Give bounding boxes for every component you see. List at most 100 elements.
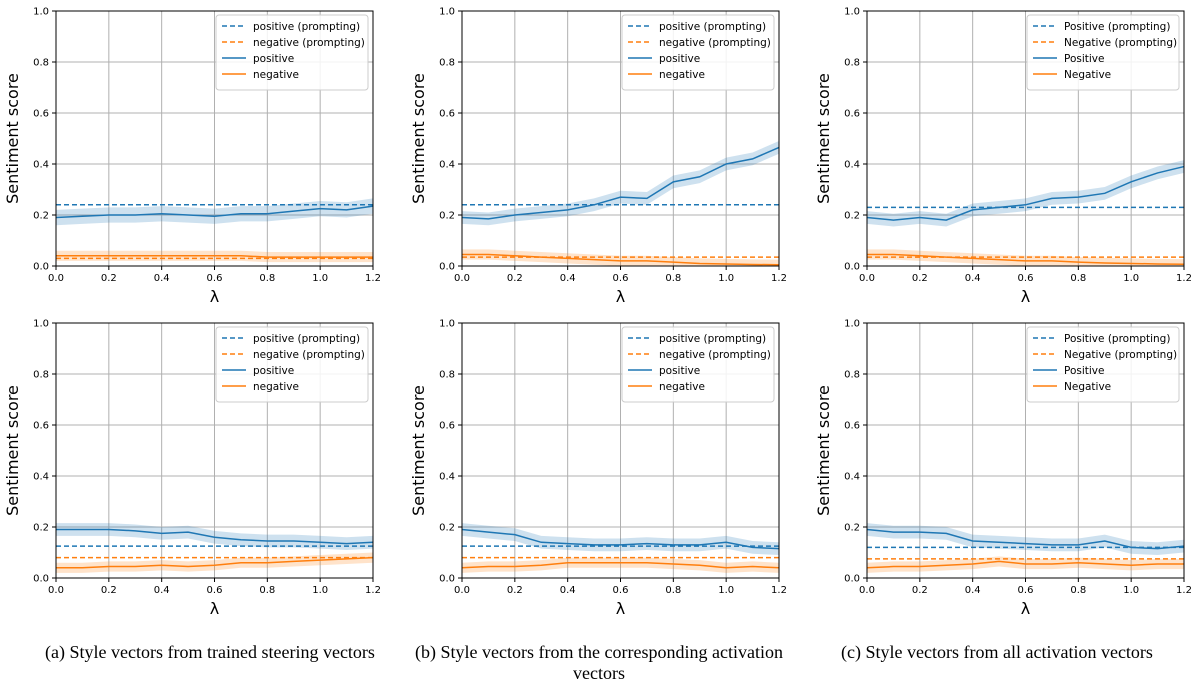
caption-b: (b) Style vectors from the corresponding… [415,642,783,683]
y-axis-label: Sentiment score [3,73,22,204]
series-line [462,253,780,266]
x-tick-label: 1.2 [365,273,381,284]
legend-label: Positive [1064,365,1104,377]
series-line [866,165,1185,221]
legend-label: negative [253,69,299,81]
legend-label: Negative [1064,381,1111,393]
x-tick-label: 0.0 [48,585,64,596]
y-tick-label: 0.8 [844,58,860,69]
legend-box [215,326,369,403]
x-tick-label: 0.6 [613,585,629,596]
y-tick-label: 0.6 [844,109,860,120]
y-tick-label: 0.2 [844,523,860,534]
series-line [461,528,780,550]
x-tick-label: 0.4 [154,585,170,596]
x-tick-label: 0.8 [665,585,681,596]
x-tick-label: 0.8 [259,273,275,284]
legend-label: positive [659,53,700,65]
x-tick-label: 1.0 [1123,273,1139,284]
y-axis-label: Sentiment score [409,73,428,204]
confidence-band [462,141,779,226]
y-tick-label: 0.4 [439,160,455,171]
x-tick-label: 1.2 [365,585,381,596]
legend-label: positive (prompting) [659,21,766,33]
confidence-band [867,523,1184,556]
x-tick-label: 0.0 [859,585,875,596]
legend-label: negative [253,381,299,393]
series-line [56,528,374,545]
y-tick-label: 0.8 [33,58,49,69]
chart-panel: 0.0 0.2 0.4 0.6 0.8 1.0 1.2 0.0 0.2 0.4 0.6 0.8 1.0 λ… [3,7,381,307]
x-tick-label: 0.8 [665,273,681,284]
legend-label: positive [253,53,294,65]
y-tick-label: 1.0 [844,7,860,18]
legend-label: Positive [1064,53,1104,65]
x-tick-label: 1.2 [1176,273,1192,284]
legend-label: Negative (prompting) [1064,349,1177,361]
y-tick-label: 0.6 [439,109,455,120]
legend-label: negative (prompting) [659,37,771,49]
y-tick-label: 0.6 [33,109,49,120]
legend-label: positive [659,365,700,377]
y-tick-label: 0.0 [844,262,860,273]
confidence-band [462,557,779,573]
confidence-band [56,198,373,226]
legend-box [1026,326,1180,403]
x-tick-label: 1.0 [1123,585,1139,596]
x-tick-label: 1.0 [718,585,734,596]
x-axis-label: λ [1021,287,1030,306]
y-tick-label: 0.8 [439,370,455,381]
x-tick-label: 1.0 [312,585,328,596]
x-tick-label: 0.0 [48,273,64,284]
y-tick-label: 0.2 [33,523,49,534]
x-axis-label: λ [210,287,219,306]
caption-a: (a) Style vectors from trained steering … [45,642,375,662]
y-tick-label: 0.0 [439,262,455,273]
series-line [866,528,1185,550]
y-tick-label: 1.0 [33,7,49,18]
y-tick-label: 0.6 [844,421,860,432]
series-line [56,556,374,569]
x-tick-label: 0.0 [859,273,875,284]
x-tick-label: 0.6 [613,273,629,284]
y-tick-label: 0.0 [844,574,860,585]
legend-label: negative (prompting) [253,37,365,49]
x-tick-label: 1.0 [312,273,328,284]
legend-label: positive [253,365,294,377]
y-tick-label: 0.2 [439,523,455,534]
legend-label: Positive (prompting) [1064,333,1170,345]
x-tick-label: 0.4 [560,585,576,596]
y-tick-label: 1.0 [439,7,455,18]
series-line [461,146,780,220]
legend-label: positive (prompting) [253,21,360,33]
legend-box [215,14,369,91]
legend-box [1026,14,1180,91]
legend-label: positive (prompting) [253,333,360,345]
x-tick-label: 0.6 [1018,585,1034,596]
x-tick-label: 0.0 [454,585,470,596]
y-tick-label: 0.2 [33,211,49,222]
legend-box [621,326,775,403]
legend-label: negative [659,69,705,81]
y-tick-label: 0.4 [33,472,49,483]
y-tick-label: 0.8 [439,58,455,69]
y-tick-label: 0.0 [439,574,455,585]
x-tick-label: 0.6 [207,273,223,284]
confidence-band [462,523,779,556]
legend-label: Negative [1064,69,1111,81]
chart-panel: 0.0 0.2 0.4 0.6 0.8 1.0 1.2 0.0 0.2 0.4 0.6 0.8 1.0 λ… [409,7,787,307]
x-tick-label: 0.2 [101,273,117,284]
x-tick-label: 0.4 [965,585,981,596]
y-tick-label: 0.4 [844,160,860,171]
x-tick-label: 1.0 [718,273,734,284]
y-axis-label: Sentiment score [814,73,833,204]
legend-label: Positive (prompting) [1064,21,1170,33]
legend-label: negative (prompting) [253,349,365,361]
confidence-band [56,552,373,573]
y-tick-label: 0.6 [439,421,455,432]
y-tick-label: 0.2 [439,211,455,222]
x-tick-label: 0.2 [507,585,523,596]
series-line [56,255,373,258]
x-tick-label: 0.2 [912,273,928,284]
x-axis-label: λ [616,287,625,306]
